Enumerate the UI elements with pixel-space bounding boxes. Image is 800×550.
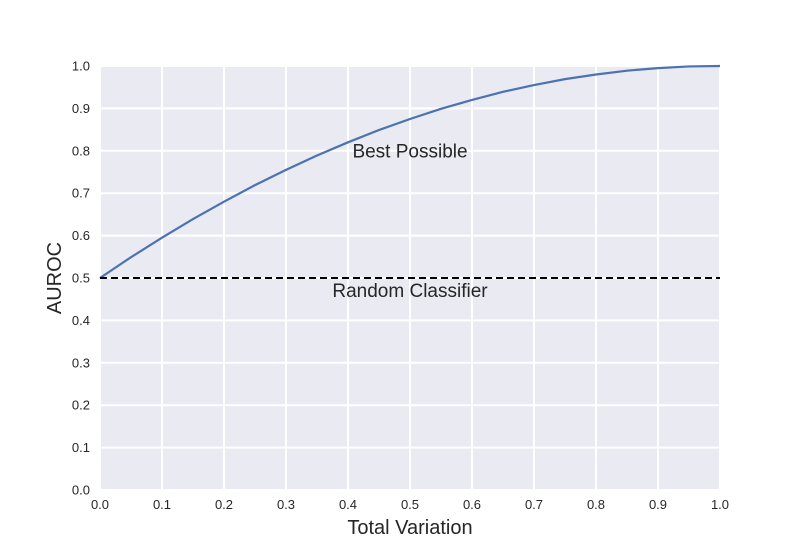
x-tick-label: 0.7 [525, 497, 543, 512]
y-tick-label: 0.3 [72, 355, 90, 370]
y-tick-label: 1.0 [72, 59, 90, 74]
y-tick-label: 0.9 [72, 101, 90, 116]
x-tick-label: 1.0 [711, 497, 729, 512]
x-tick-label: 0.0 [91, 497, 109, 512]
annotations: Best Possible Random Classifier [332, 141, 488, 302]
x-axis-ticks: 0.0 0.1 0.2 0.3 0.4 0.5 0.6 0.7 0.8 0.9 1.0 [91, 497, 729, 512]
x-tick-label: 0.8 [587, 497, 605, 512]
x-tick-label: 0.5 [401, 497, 419, 512]
x-tick-label: 0.9 [649, 497, 667, 512]
series-group [99, 64, 721, 279]
y-tick-label: 0.2 [72, 398, 90, 413]
y-tick-label: 0.0 [72, 483, 90, 498]
x-tick-label: 0.1 [153, 497, 171, 512]
x-tick-label: 0.2 [215, 497, 233, 512]
annotation-label: Best Possible [352, 141, 467, 162]
y-tick-label: 0.8 [72, 143, 90, 158]
x-tick-label: 0.6 [463, 497, 481, 512]
best-possible-line [99, 64, 721, 279]
y-tick-label: 0.6 [72, 228, 90, 243]
y-tick-label: 0.1 [72, 440, 90, 455]
y-axis-label: AUROC [44, 242, 66, 314]
annotation-label: Random Classifier [332, 281, 488, 302]
x-tick-label: 0.3 [277, 497, 295, 512]
y-tick-label: 0.7 [72, 186, 90, 201]
y-tick-label: 0.4 [72, 313, 90, 328]
x-axis-label: Total Variation [347, 517, 472, 539]
y-tick-label: 0.5 [72, 271, 90, 286]
y-axis-ticks: 0.0 0.1 0.2 0.3 0.4 0.5 0.6 0.7 0.8 0.9 1.0 [72, 59, 90, 498]
x-tick-label: 0.4 [339, 497, 357, 512]
